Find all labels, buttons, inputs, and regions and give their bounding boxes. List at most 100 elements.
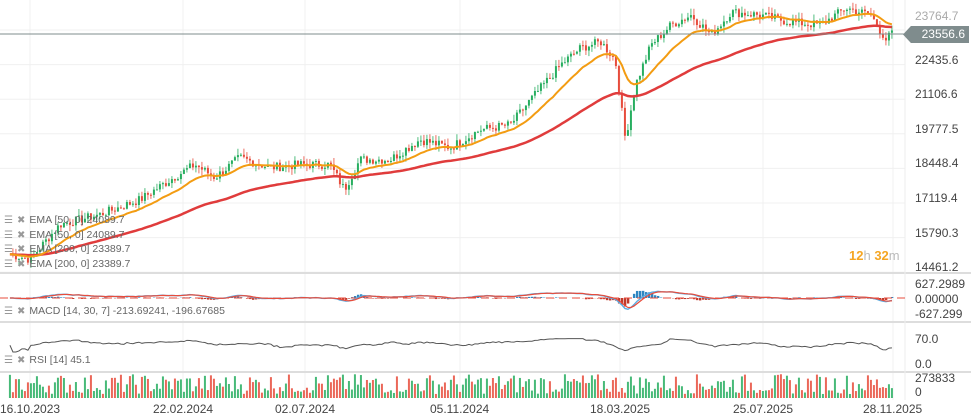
- settings-icon[interactable]: ☰: [4, 230, 13, 241]
- candle: [875, 19, 878, 27]
- settings-icon[interactable]: ☰: [4, 306, 13, 317]
- volume-axis-zero: 0: [915, 385, 922, 399]
- candle: [386, 160, 389, 163]
- candle: [245, 156, 248, 159]
- candle: [848, 8, 851, 10]
- volume-bar: [620, 387, 623, 398]
- volume-bar: [683, 393, 686, 398]
- candle: [383, 160, 386, 164]
- macd-histogram-bar: [527, 296, 531, 298]
- volume-bar: [77, 391, 80, 398]
- volume-bar: [218, 383, 221, 398]
- settings-icon[interactable]: ☰: [4, 355, 13, 366]
- candle: [188, 163, 191, 169]
- candle: [203, 167, 206, 170]
- candle: [641, 63, 644, 76]
- volume-bar: [551, 391, 554, 398]
- settings-icon[interactable]: ☰: [4, 244, 13, 255]
- macd-histogram-bar: [602, 298, 606, 300]
- candle: [83, 218, 86, 223]
- candle: [458, 140, 461, 146]
- volume-bar: [344, 389, 347, 398]
- legend-rsi[interactable]: ☰ ✖ RSI [14] 45.1: [4, 354, 91, 366]
- volume-bar: [458, 391, 461, 398]
- macd-histogram-bar: [530, 296, 534, 298]
- candle: [491, 127, 494, 129]
- close-icon[interactable]: ✖: [16, 355, 26, 366]
- candle: [794, 20, 797, 22]
- legend-ema200[interactable]: ☰ ✖ EMA [200, 0] 23389.7: [4, 243, 131, 255]
- volume-bar: [461, 384, 464, 398]
- macd-histogram-bar: [656, 295, 660, 298]
- candle: [476, 131, 479, 133]
- close-icon[interactable]: ✖: [16, 230, 26, 241]
- y-tick-label: 19777.5: [915, 121, 959, 136]
- volume-bar: [533, 379, 536, 398]
- close-icon[interactable]: ✖: [16, 306, 26, 317]
- volume-bar: [35, 376, 38, 398]
- legend-ema50[interactable]: ☰ ✖ EMA [50, 0] 24089.7: [4, 214, 125, 226]
- candle: [713, 30, 716, 35]
- candle: [590, 44, 593, 47]
- volume-bar: [638, 377, 641, 398]
- volume-bar: [821, 393, 824, 398]
- volume-bar: [464, 378, 467, 398]
- candle: [602, 44, 605, 46]
- y-tick-label: 17119.4: [915, 191, 958, 205]
- settings-icon[interactable]: ☰: [4, 215, 13, 226]
- settings-icon[interactable]: ☰: [4, 259, 13, 270]
- macd-histogram-bar: [203, 298, 207, 300]
- candle: [242, 154, 245, 157]
- close-icon[interactable]: ✖: [16, 215, 26, 226]
- legend-ema50-dup[interactable]: ☰ ✖ EMA [50, 0] 24089.7: [4, 229, 125, 241]
- candle: [116, 207, 119, 212]
- candle: [167, 183, 170, 186]
- candle: [341, 183, 344, 185]
- macd-histogram-bar: [632, 293, 636, 298]
- close-icon[interactable]: ✖: [16, 259, 26, 270]
- volume-bar: [497, 376, 500, 398]
- volume-bar: [722, 380, 725, 398]
- legend-macd[interactable]: ☰ ✖ MACD [14, 30, 7] -213.69241, -196.6768…: [4, 305, 225, 317]
- volume-bar: [92, 390, 95, 398]
- candle: [509, 121, 512, 123]
- volume-bar: [353, 374, 356, 398]
- volume-bar: [86, 389, 89, 398]
- volume-bar: [146, 378, 149, 398]
- volume-bar: [443, 382, 446, 398]
- volume-bar: [842, 389, 845, 398]
- candle: [650, 43, 653, 47]
- volume-bar: [716, 381, 719, 398]
- candle: [146, 192, 149, 195]
- rsi-axis-0: 0.0: [915, 357, 932, 371]
- close-icon[interactable]: ✖: [16, 244, 26, 255]
- volume-bar: [29, 383, 32, 398]
- volume-bar: [137, 393, 140, 398]
- candle: [29, 254, 32, 263]
- candle: [185, 168, 188, 170]
- volume-bar: [158, 388, 161, 398]
- volume-bar: [239, 384, 242, 398]
- macd-histogram-bar: [683, 298, 687, 300]
- legend-ema200-dup[interactable]: ☰ ✖ EMA [200, 0] 23389.7: [4, 258, 131, 270]
- y-tick-label: 22435.6: [915, 52, 959, 67]
- volume-bar: [566, 380, 569, 398]
- volume-bar: [608, 391, 611, 398]
- candle: [683, 19, 686, 21]
- volume-bar: [596, 374, 599, 398]
- volume-bar: [848, 393, 851, 398]
- volume-bar: [119, 374, 122, 398]
- candle: [695, 19, 698, 26]
- candle: [521, 109, 524, 111]
- candle: [272, 165, 275, 170]
- volume-bar: [545, 393, 548, 398]
- candle: [413, 146, 416, 148]
- volume-bar: [617, 391, 620, 398]
- volume-bar: [707, 389, 710, 398]
- volume-bar: [524, 381, 527, 398]
- candle: [758, 14, 761, 18]
- candle: [431, 140, 434, 143]
- candle: [740, 12, 743, 18]
- candle: [722, 21, 725, 27]
